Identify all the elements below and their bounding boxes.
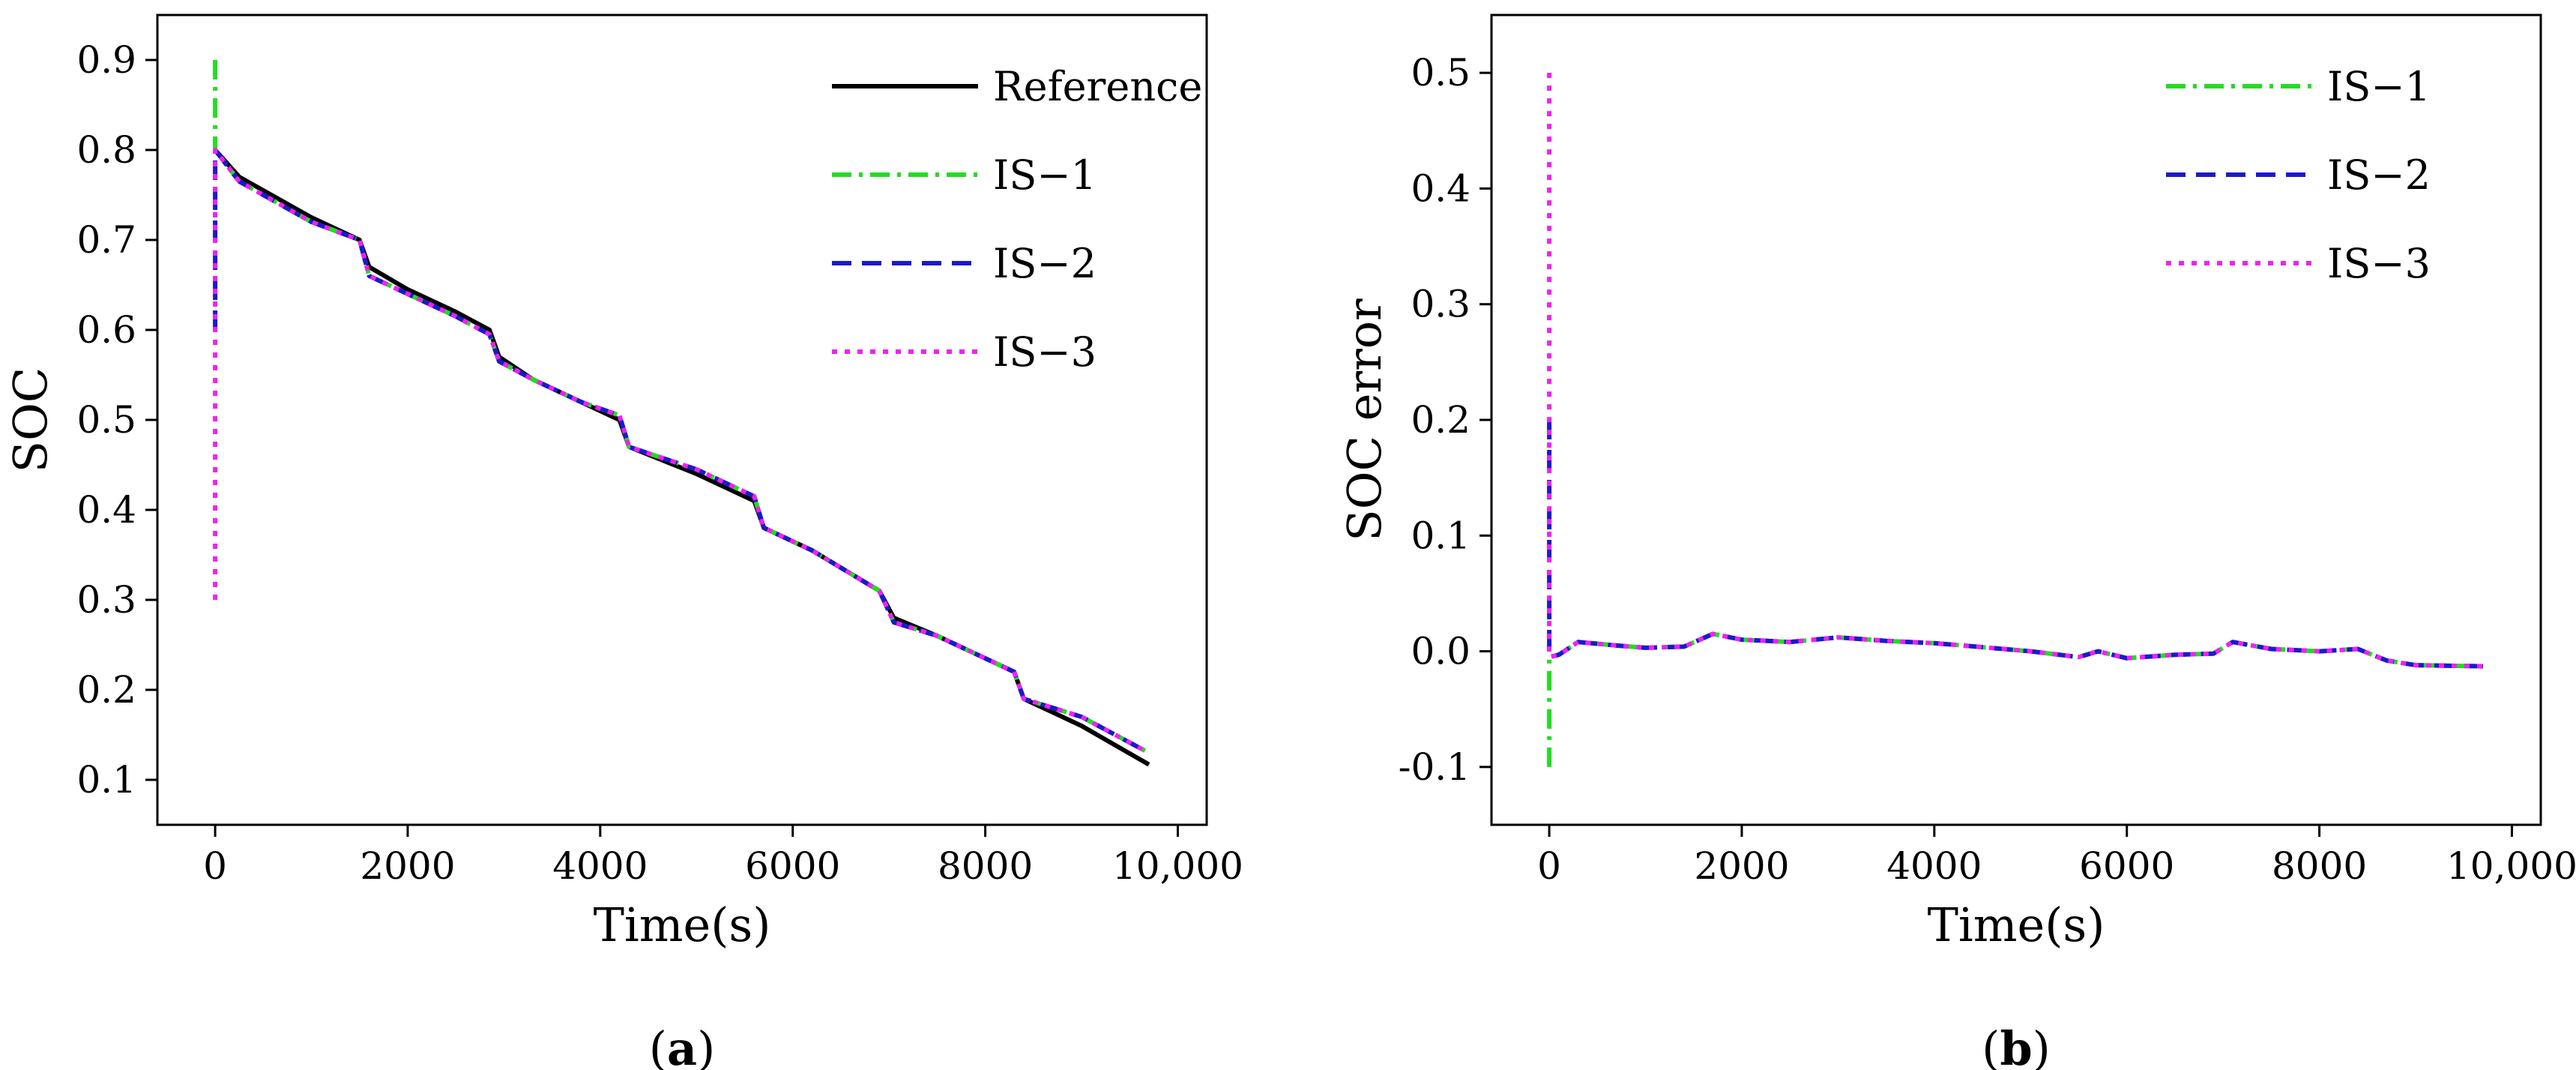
series-group (213, 60, 1150, 767)
x-tick-label: 0 (1537, 844, 1561, 888)
legend-label: IS−3 (993, 328, 1097, 376)
y-tick-label: -0.1 (1399, 745, 1471, 789)
y-tick-label: 0.1 (1411, 514, 1471, 557)
y-tick-label: 0.2 (76, 668, 136, 712)
series-line (1547, 631, 2483, 767)
x-tick-label: 8000 (2272, 844, 2367, 888)
x-tick-label: 6000 (745, 844, 840, 888)
y-tick-label: 0.5 (76, 398, 136, 442)
legend-label: IS−1 (2327, 63, 2431, 110)
legend-label: IS−2 (2327, 151, 2431, 199)
series-line (213, 148, 1150, 755)
y-tick-label: 0.4 (1411, 166, 1471, 210)
chart-panel-a: 0 2000 4000 6000 8000 10,000 0.1 0.2 0.3 0.4 0.5 0.… (3, 13, 1243, 1070)
legend-label: IS−3 (2327, 240, 2431, 287)
y-tick-label: 0.6 (76, 308, 136, 352)
x-tick-label: 4000 (552, 844, 648, 888)
x-tick-label: 8000 (938, 844, 1033, 888)
panel-caption: (a) (649, 1021, 716, 1070)
x-tick-label: 6000 (2079, 844, 2174, 888)
plot-frame (156, 13, 1208, 826)
x-tick-label: 10,000 (1112, 844, 1243, 888)
y-tick-label: 0.5 (1411, 51, 1471, 94)
y-axis-title: SOC (3, 367, 58, 473)
plot-frame (1490, 13, 2542, 826)
x-tick-label: 10,000 (2446, 844, 2576, 888)
y-axis-title: SOC error (1337, 298, 1392, 541)
y-tick-label: 0.2 (1411, 398, 1471, 442)
y-tick-label: 0.0 (1411, 630, 1471, 673)
chart-panel-b: 0 2000 4000 6000 8000 10,000 -0.1 0.0 0.1 0.2 0.3 0… (1337, 13, 2576, 1070)
y-tick-label: 0.3 (1411, 283, 1471, 326)
y-tick-label: 0.4 (76, 488, 136, 532)
x-tick-label: 0 (203, 844, 227, 888)
y-tick-label: 0.3 (76, 578, 136, 622)
legend-label: IS−1 (993, 151, 1097, 199)
x-axis-title: Time(s) (594, 898, 771, 952)
x-tick-label: 4000 (1886, 844, 1982, 888)
panel-caption: (b) (1982, 1021, 2051, 1070)
legend-label: IS−2 (993, 240, 1097, 287)
legend-label: Reference (993, 63, 1202, 110)
y-tick-label: 0.8 (76, 128, 136, 172)
x-axis-title: Time(s) (1928, 898, 2105, 952)
y-tick-label: 0.7 (76, 218, 136, 262)
x-tick-label: 2000 (360, 844, 455, 888)
series-line (1547, 73, 2483, 669)
series-group (1547, 73, 2483, 767)
y-tick-label: 0.9 (76, 38, 136, 82)
x-tick-label: 2000 (1694, 844, 1789, 888)
series-line (1547, 420, 2483, 669)
y-tick-label: 0.1 (76, 758, 136, 802)
